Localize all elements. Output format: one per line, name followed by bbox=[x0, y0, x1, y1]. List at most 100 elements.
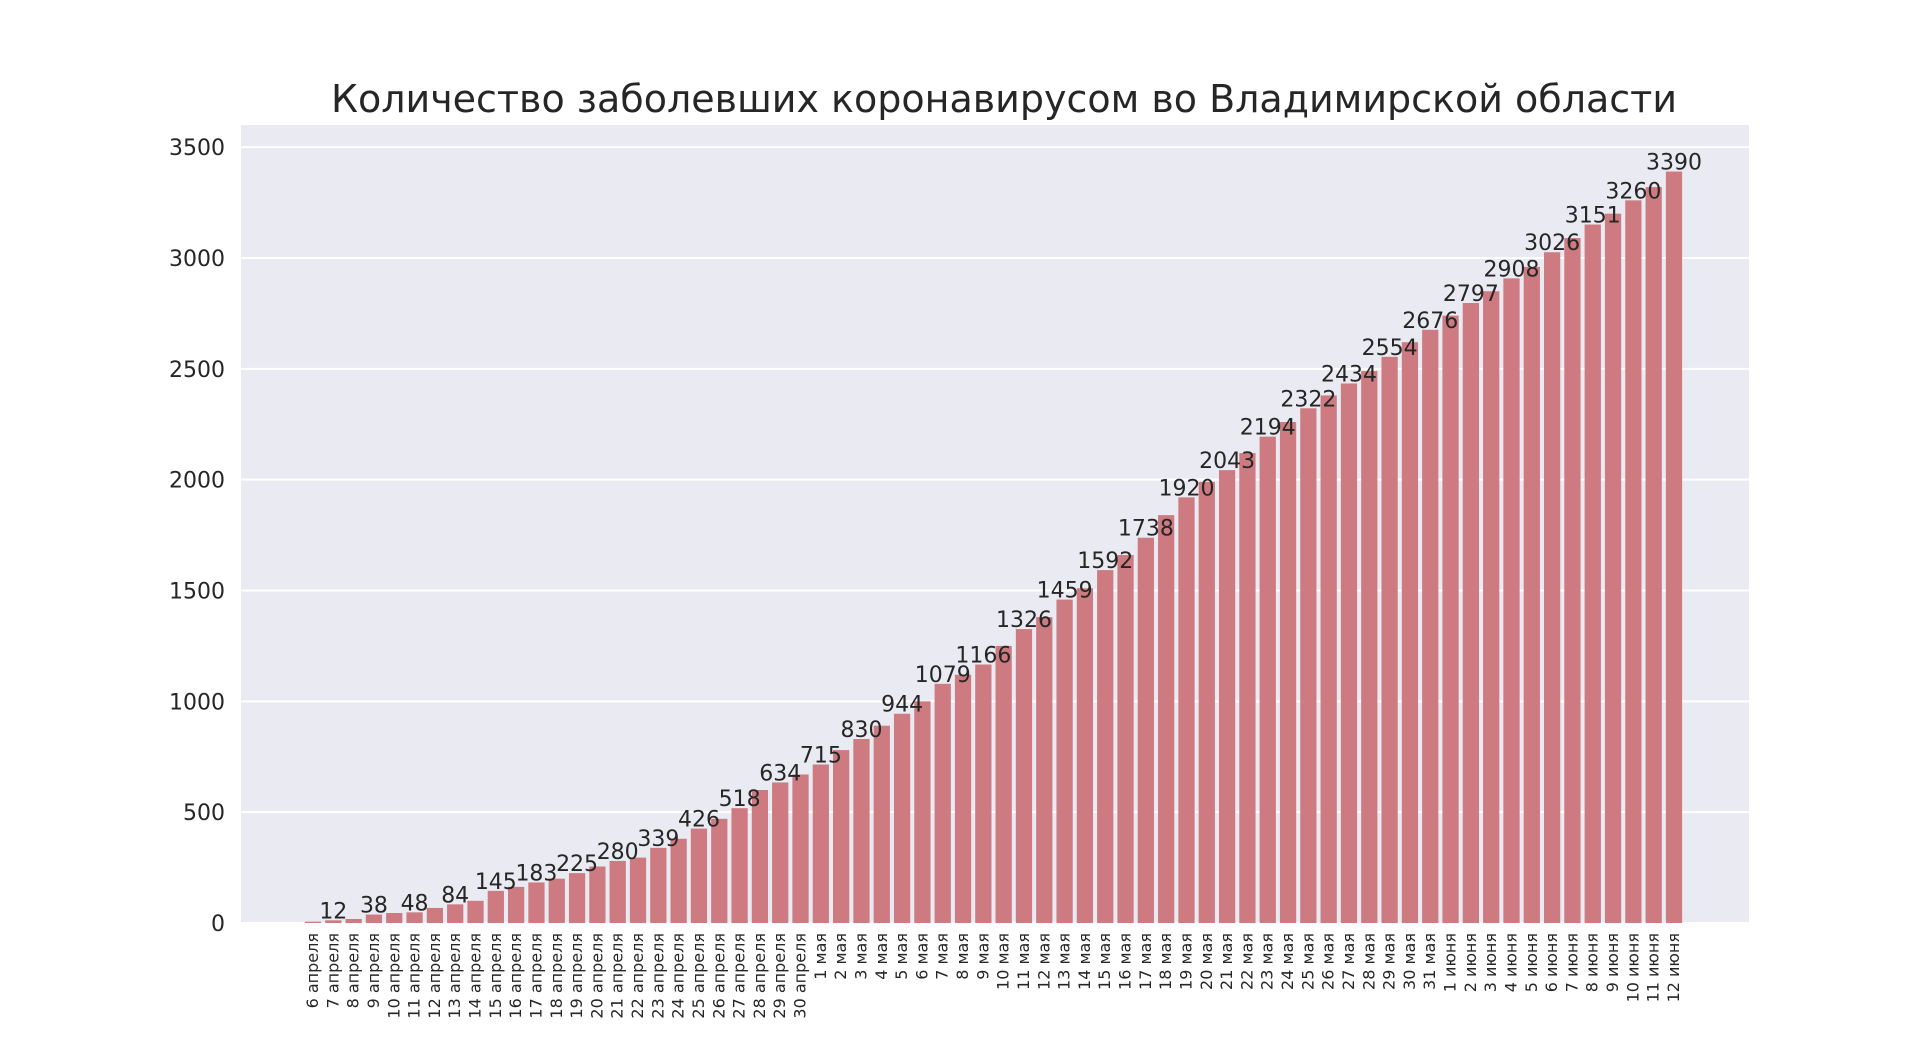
x-tick-label: 21 мая bbox=[1217, 933, 1236, 990]
bar bbox=[1117, 555, 1134, 923]
x-tick-label: 7 мая bbox=[933, 933, 952, 980]
data-label: 830 bbox=[840, 718, 882, 743]
data-label: 1738 bbox=[1118, 517, 1174, 542]
bar bbox=[1279, 422, 1297, 923]
x-tick-label: 25 апреля bbox=[689, 933, 708, 1019]
bar bbox=[1543, 252, 1561, 923]
y-tick-label: 0 bbox=[211, 912, 225, 937]
y-tick-label: 1500 bbox=[169, 580, 225, 605]
bar bbox=[1300, 408, 1317, 923]
x-tick-label: 14 апреля bbox=[466, 933, 485, 1019]
bar bbox=[304, 921, 322, 923]
bar bbox=[1625, 200, 1642, 923]
data-label: 715 bbox=[800, 744, 842, 769]
bar bbox=[568, 873, 586, 923]
bar bbox=[1401, 342, 1419, 923]
bar bbox=[751, 790, 769, 923]
x-tick-label: 19 мая bbox=[1176, 933, 1195, 990]
bar bbox=[467, 900, 484, 923]
y-tick-label: 2000 bbox=[169, 469, 225, 494]
bar bbox=[772, 782, 789, 923]
x-tick-label: 26 апреля bbox=[709, 933, 728, 1019]
x-tick-label: 30 апреля bbox=[791, 933, 810, 1019]
data-label: 225 bbox=[556, 852, 598, 877]
bar bbox=[365, 914, 383, 923]
x-tick-label: 20 мая bbox=[1197, 933, 1216, 990]
x-tick-label: 21 апреля bbox=[608, 933, 627, 1019]
bar bbox=[1422, 329, 1439, 923]
bar bbox=[1604, 213, 1622, 923]
x-tick-label: 11 мая bbox=[1014, 933, 1033, 990]
x-tick-label: 10 мая bbox=[994, 933, 1013, 990]
bar bbox=[1158, 515, 1175, 923]
gridlines bbox=[241, 146, 1749, 924]
x-tick-label: 6 июня bbox=[1542, 933, 1561, 992]
x-tick-label: 24 апреля bbox=[669, 933, 688, 1019]
x-tick-label: 11 июня bbox=[1644, 933, 1663, 1002]
data-label: 280 bbox=[597, 840, 639, 865]
x-tick-label: 4 мая bbox=[872, 933, 891, 980]
bar bbox=[853, 739, 870, 923]
bar bbox=[1178, 497, 1195, 923]
x-tick-label: 23 мая bbox=[1258, 933, 1277, 990]
x-tick-label: 26 мая bbox=[1319, 933, 1338, 990]
bar bbox=[1198, 481, 1215, 923]
bar bbox=[609, 860, 626, 923]
bar bbox=[1645, 187, 1662, 924]
bar bbox=[873, 725, 890, 923]
x-tick-label: 15 апреля bbox=[486, 933, 505, 1019]
data-label: 1326 bbox=[996, 608, 1052, 633]
bar bbox=[345, 919, 362, 923]
x-tick-label: 1 мая bbox=[811, 933, 830, 980]
x-tick-label: 22 апреля bbox=[628, 933, 647, 1019]
x-tick-label: 27 апреля bbox=[730, 933, 749, 1019]
x-tick-label: 18 апреля bbox=[547, 933, 566, 1019]
x-tick-label: 16 апреля bbox=[506, 933, 525, 1019]
x-tick-label: 14 мая bbox=[1075, 933, 1094, 990]
bar bbox=[893, 713, 911, 923]
data-label: 2322 bbox=[1280, 387, 1336, 412]
bar bbox=[1137, 537, 1154, 923]
data-label: 1079 bbox=[915, 663, 971, 688]
bar bbox=[1076, 588, 1094, 923]
x-tick-label: 24 мая bbox=[1278, 933, 1297, 990]
bar bbox=[1259, 436, 1276, 923]
bar bbox=[995, 645, 1012, 923]
x-tick-label: 7 апреля bbox=[323, 933, 342, 1008]
y-tick-label: 3500 bbox=[169, 136, 225, 161]
data-label: 518 bbox=[719, 787, 761, 812]
x-tick-label: 30 мая bbox=[1400, 933, 1419, 990]
x-tick-label: 10 апреля bbox=[384, 933, 403, 1019]
x-tick-label: 12 июня bbox=[1664, 933, 1683, 1002]
bar bbox=[812, 764, 829, 923]
data-labels: 12 38 48 8414518322528033942651863471583094… bbox=[319, 151, 1702, 925]
data-label: 12 bbox=[319, 899, 347, 924]
bar bbox=[833, 750, 850, 923]
bar bbox=[1097, 570, 1114, 923]
x-tick-label: 2 мая bbox=[831, 933, 850, 980]
x-tick-label: 12 мая bbox=[1034, 933, 1053, 990]
bar bbox=[1462, 302, 1479, 924]
data-label: 3026 bbox=[1524, 231, 1580, 256]
bar bbox=[1239, 453, 1256, 923]
bar bbox=[1381, 356, 1398, 923]
x-tick-label: 31 мая bbox=[1420, 933, 1439, 990]
bar bbox=[650, 847, 667, 923]
bar bbox=[1340, 383, 1358, 923]
bar bbox=[508, 886, 525, 923]
x-tick-label: 13 апреля bbox=[445, 933, 464, 1019]
x-tick-label: 20 апреля bbox=[587, 933, 606, 1019]
bar bbox=[1665, 171, 1683, 924]
x-tick-label: 11 апреля bbox=[405, 933, 424, 1019]
x-axis: 6 апреля 7 апреля 8 апреля 9 апреля 10 апрел… bbox=[303, 933, 1683, 1019]
bar bbox=[1361, 371, 1378, 923]
bar bbox=[690, 828, 708, 923]
bar bbox=[447, 904, 464, 923]
data-label: 3260 bbox=[1605, 179, 1661, 204]
x-tick-label: 9 июня bbox=[1603, 933, 1622, 992]
data-label: 1920 bbox=[1158, 476, 1214, 501]
y-tick-label: 2500 bbox=[169, 358, 225, 383]
data-label: 2194 bbox=[1240, 416, 1296, 441]
x-tick-label: 22 мая bbox=[1237, 933, 1256, 990]
y-tick-label: 1000 bbox=[169, 690, 225, 715]
